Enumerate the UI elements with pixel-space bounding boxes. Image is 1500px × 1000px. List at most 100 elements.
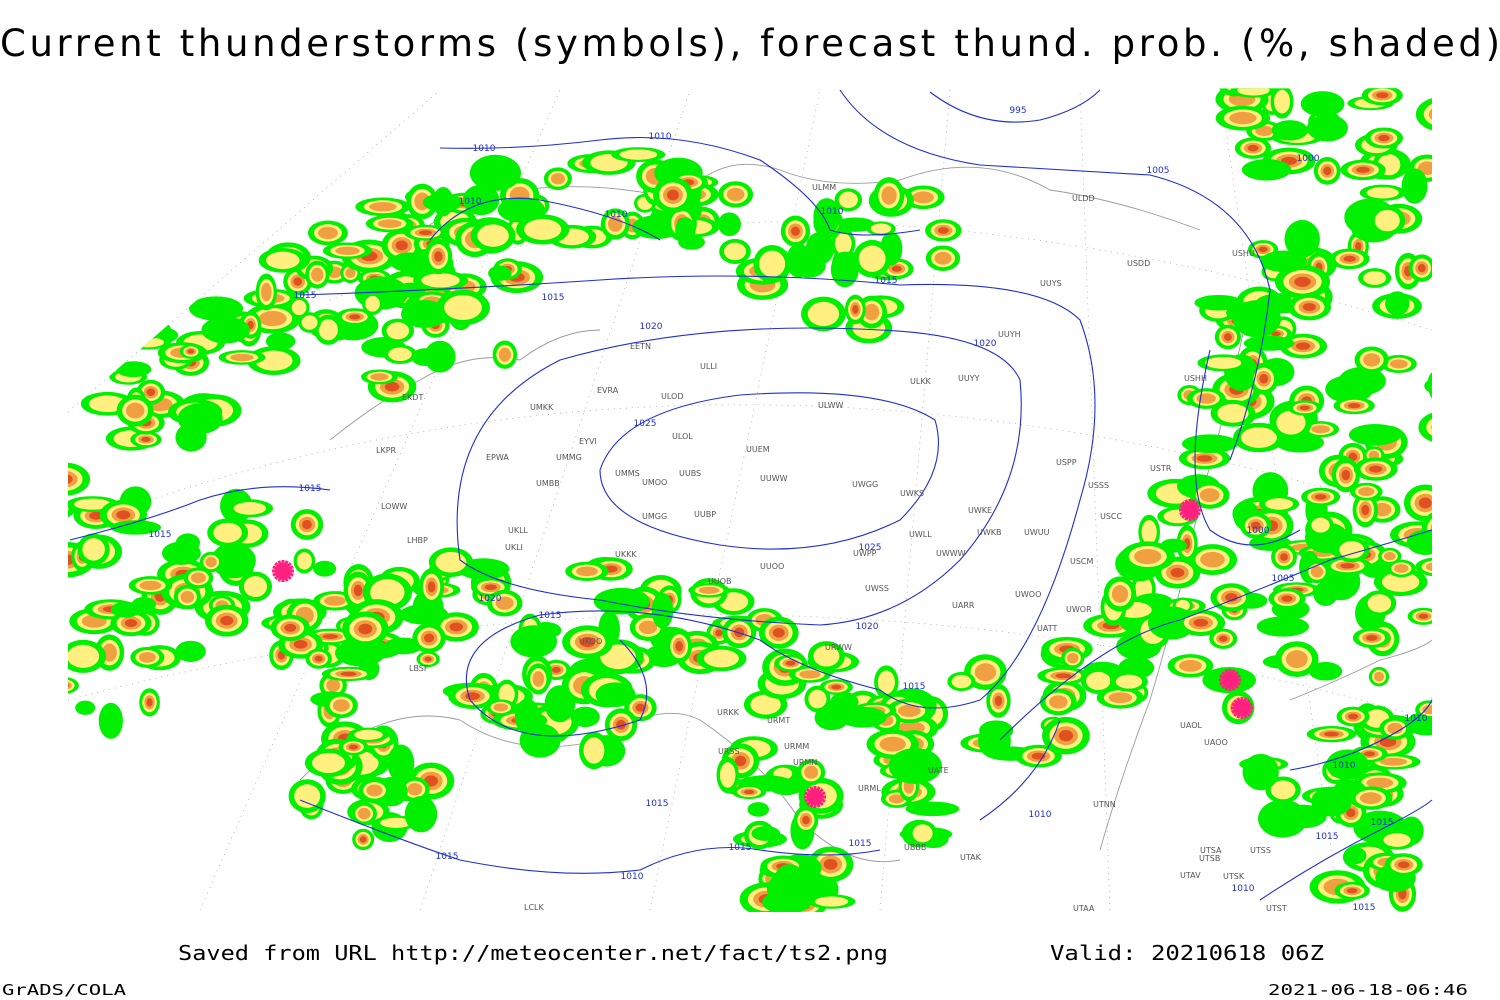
probability-area [189,296,244,321]
probability-area [703,649,739,668]
isobar [69,486,331,541]
probability-area [1418,613,1429,619]
probability-area [427,581,436,593]
probability-area [348,744,358,750]
probability-area [1376,92,1389,99]
isobar [299,799,881,874]
station-label: LKPR [376,446,397,455]
probability-area [785,660,796,666]
probability-area [1302,303,1316,312]
station-label: UKOO [579,637,602,646]
isobar-label: 995 [1009,106,1026,116]
probability-area [1115,674,1143,689]
probability-area [1369,465,1383,473]
station-label: UMMG [556,453,582,462]
probability-area [1196,455,1213,462]
probability-area [187,349,195,354]
probability-area [419,230,433,236]
probability-area [799,670,821,679]
probability-area [881,186,897,205]
valid-time: Valid: 20210618 06Z [1050,941,1324,965]
isobar-label: 1015 [299,484,322,494]
station-label: USHU [1232,249,1255,258]
station-label: LHBP [407,536,428,545]
station-label: UUOO [760,562,784,571]
probability-area [1300,91,1345,117]
probability-area [1425,562,1432,572]
isobar-label: 1020 [856,622,879,632]
probability-area [488,265,512,281]
station-label: UMMS [615,469,640,478]
probability-area [332,699,350,712]
storm-symbol [1179,499,1201,521]
probability-area [1200,551,1225,568]
probability-area [551,666,561,673]
station-label: UWLL [909,530,932,539]
probability-area [978,723,1011,759]
storm-symbols [272,499,1253,808]
station-label: UTSS [1250,846,1271,855]
station-label: UUWW [760,474,788,483]
probability-area [1179,659,1202,672]
probability-area [1265,498,1294,510]
probability-area [1311,786,1352,817]
probability-area [82,538,105,561]
probability-area [1367,594,1392,613]
station-label: URML [858,784,881,793]
probability-area [791,226,800,236]
probability-area [1182,434,1238,454]
station-label: ULOD [661,392,683,401]
probability-area [1324,731,1339,737]
storm-symbol [1219,669,1241,691]
probability-area [1108,692,1133,704]
station-label: UUBP [694,510,716,519]
probability-area [1366,777,1394,789]
probability-area [293,640,308,649]
probability-area [905,801,960,817]
probability-area [370,579,405,606]
probability-area [635,703,646,712]
probability-area [1339,541,1365,559]
probability-area [386,322,410,340]
probability-area [399,604,449,625]
storm-ray [1179,504,1201,516]
probability-area [595,682,636,707]
probability-area [495,596,514,610]
probability-area [1344,847,1367,865]
probability-area [146,698,153,707]
probability-area [146,388,156,396]
probability-area [125,402,145,419]
station-label: EETN [630,342,651,351]
station-label: URWW [825,643,852,652]
isobar-label: 1010 [605,210,628,220]
probability-area [1314,494,1327,500]
probability-area [616,719,626,730]
probability-area [1394,564,1409,573]
probability-area [619,149,658,160]
probability-area [532,671,545,687]
probability-area [1415,557,1432,577]
station-label: LOWW [381,502,407,511]
station-label: UUEM [746,445,770,454]
probability-area [407,783,423,796]
probability-area [313,560,337,577]
probability-area [498,347,511,362]
station-label: USCC [1100,512,1123,521]
probability-area [1366,634,1378,641]
isobar-label: 1010 [473,144,496,154]
isobar-label: 1025 [859,543,882,553]
probability-area [1260,250,1308,273]
probability-area [1415,96,1432,132]
probability-area [1295,342,1311,350]
probability-area [1280,553,1288,561]
station-label: UATT [1037,624,1057,633]
station-label: USTR [1150,464,1172,473]
probability-area [311,267,324,282]
isobar-label: 1010 [1333,761,1356,771]
probability-area [1193,618,1209,627]
probability-area [1406,529,1432,555]
station-label: ULOL [672,432,693,441]
coastline [1289,639,1433,701]
storm-ray [1219,674,1241,686]
probability-area [519,723,561,758]
